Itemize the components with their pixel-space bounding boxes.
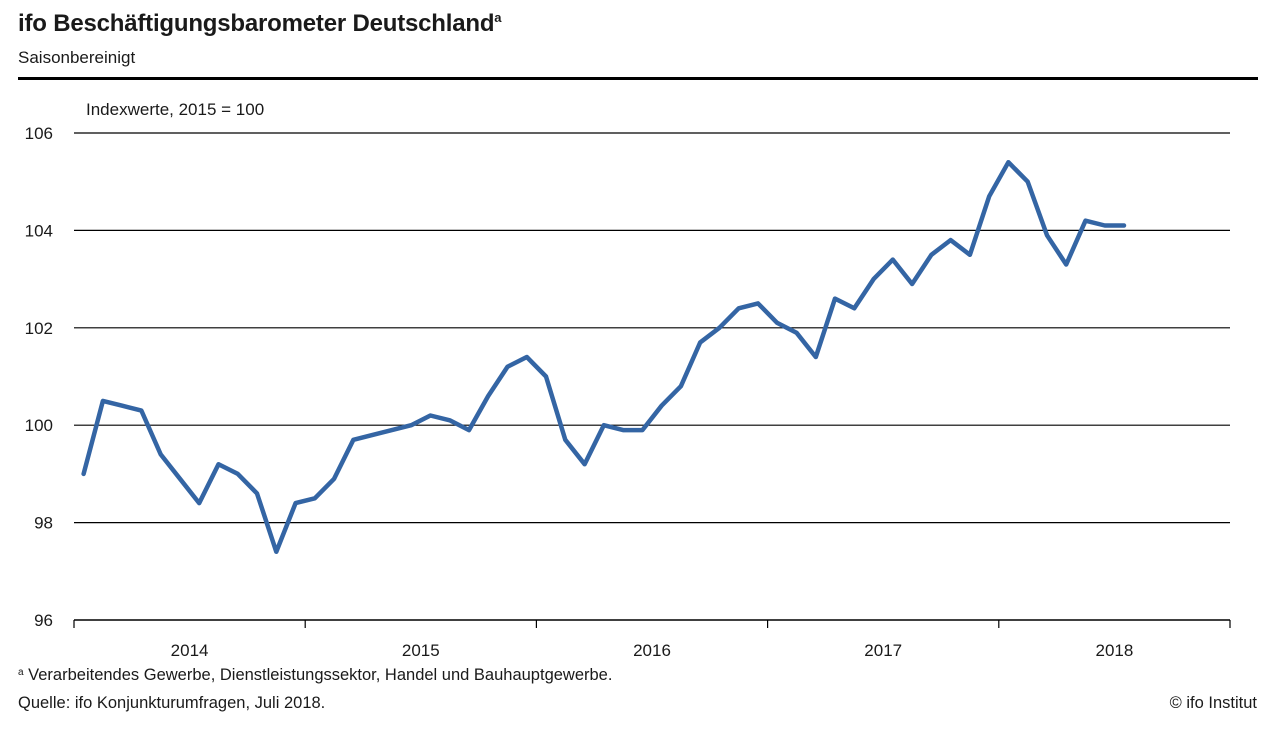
y-tick-label: 104 xyxy=(25,221,53,240)
series xyxy=(81,159,1127,555)
header-rule xyxy=(18,77,1258,80)
x-axis: 2014 2015 2016 2017 2018 xyxy=(73,619,1231,660)
y-tick-label: 100 xyxy=(25,416,53,435)
footnote-mark: a xyxy=(18,667,24,678)
y-axis-label: Indexwerte, 2015 = 100 xyxy=(86,100,264,119)
chart-subtitle: Saisonbereinigt xyxy=(18,48,136,67)
x-tick-label: 2018 xyxy=(1095,641,1133,660)
footnote: a Verarbeitendes Gewerbe, Dienstleistung… xyxy=(18,666,612,685)
gridlines xyxy=(74,132,1230,524)
footnote-text: Verarbeitendes Gewerbe, Dienstleistungss… xyxy=(28,666,613,684)
x-tick-label: 2016 xyxy=(633,641,671,660)
y-tick-label: 102 xyxy=(25,319,53,338)
source-note: Quelle: ifo Konjunkturumfragen, Juli 201… xyxy=(18,694,326,712)
y-tick-label: 96 xyxy=(34,611,53,630)
y-tick-label: 98 xyxy=(34,514,53,533)
y-tick-label: 106 xyxy=(25,124,53,143)
y-axis-ticks: 96 98 100 102 104 106 xyxy=(25,124,53,630)
chart-title-text: ifo Beschäftigungsbarometer Deutschland xyxy=(18,10,495,37)
chart-title: ifo Beschäftigungsbarometer Deutschlanda xyxy=(18,10,502,38)
x-tick-label: 2015 xyxy=(402,641,440,660)
series-line xyxy=(81,159,1127,555)
x-tick-label: 2017 xyxy=(864,641,902,660)
copyright: © ifo Institut xyxy=(1169,694,1257,712)
title-footnote-mark: a xyxy=(494,10,502,25)
x-tick-label: 2014 xyxy=(171,641,209,660)
